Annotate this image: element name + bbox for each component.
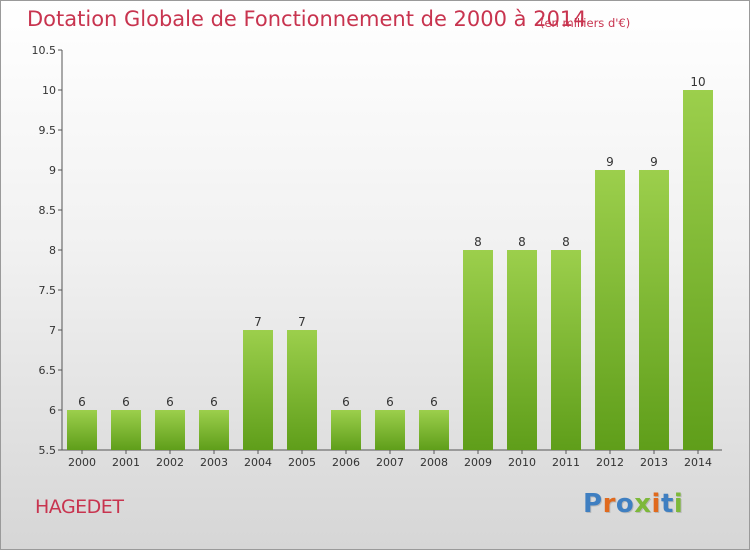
data-label: 9 xyxy=(606,155,614,169)
data-label: 10 xyxy=(690,75,705,89)
data-labels-group: 6 6 6 6 7 7 6 6 6 8 8 8 9 9 10 xyxy=(78,75,705,409)
data-label: 6 xyxy=(210,395,218,409)
commune-name: HAGEDET xyxy=(35,496,124,518)
data-label: 6 xyxy=(122,395,130,409)
y-tick-label: 8.5 xyxy=(39,204,57,217)
y-tick-label: 10.5 xyxy=(32,44,57,57)
bar-2013 xyxy=(639,170,669,450)
x-tick-label: 2014 xyxy=(684,456,712,469)
x-tick-label: 2009 xyxy=(464,456,492,469)
data-label: 7 xyxy=(298,315,306,329)
x-tick-label: 2012 xyxy=(596,456,624,469)
y-tick-label: 9.5 xyxy=(39,124,57,137)
y-tick-label: 8 xyxy=(49,244,56,257)
chart-title: Dotation Globale de Fonctionnement de 20… xyxy=(27,7,587,31)
data-label: 8 xyxy=(562,235,570,249)
data-label: 6 xyxy=(78,395,86,409)
bar-2007 xyxy=(375,410,405,450)
x-tick-label: 2001 xyxy=(112,456,140,469)
x-tick-label: 2004 xyxy=(244,456,272,469)
y-axis: 5.5 6 6.5 7 7.5 8 8.5 9 9.5 10 10.5 xyxy=(32,44,63,457)
y-tick-label: 9 xyxy=(49,164,56,177)
logo-letter: i xyxy=(673,489,684,519)
logo-letter: t xyxy=(660,489,674,519)
logo-letter: x xyxy=(634,489,652,519)
x-tick-label: 2003 xyxy=(200,456,228,469)
x-tick-label: 2013 xyxy=(640,456,668,469)
y-tick-label: 7.5 xyxy=(39,284,57,297)
bar-2006 xyxy=(331,410,361,450)
bar-2004 xyxy=(243,330,273,450)
data-label: 6 xyxy=(342,395,350,409)
bar-2003 xyxy=(199,410,229,450)
bar-2008 xyxy=(419,410,449,450)
bar-2005 xyxy=(287,330,317,450)
proxiti-logo[interactable]: Proxiti xyxy=(583,489,683,519)
data-label: 6 xyxy=(430,395,438,409)
bar-2011 xyxy=(551,250,581,450)
y-tick-label: 6 xyxy=(49,404,56,417)
data-label: 6 xyxy=(166,395,174,409)
bar-2012 xyxy=(595,170,625,450)
bar-2014 xyxy=(683,90,713,450)
x-tick-label: 2011 xyxy=(552,456,580,469)
data-label: 8 xyxy=(518,235,526,249)
data-label: 6 xyxy=(386,395,394,409)
logo-letter: r xyxy=(602,489,616,519)
x-tick-label: 2010 xyxy=(508,456,536,469)
y-tick-label: 7 xyxy=(49,324,56,337)
bar-2000 xyxy=(67,410,97,450)
bar-2002 xyxy=(155,410,185,450)
bars-group xyxy=(67,90,713,450)
data-label: 7 xyxy=(254,315,262,329)
y-tick-label: 6.5 xyxy=(39,364,57,377)
logo-letter: o xyxy=(615,489,635,519)
data-label: 8 xyxy=(474,235,482,249)
x-tick-label: 2000 xyxy=(68,456,96,469)
x-tick-label: 2005 xyxy=(288,456,316,469)
bar-2009 xyxy=(463,250,493,450)
logo-letter: P xyxy=(583,489,603,519)
x-tick-label: 2002 xyxy=(156,456,184,469)
y-tick-label: 10 xyxy=(42,84,56,97)
chart-subtitle: (en milliers d'€) xyxy=(540,16,631,30)
y-tick-label: 5.5 xyxy=(39,444,57,457)
bar-2010 xyxy=(507,250,537,450)
x-tick-label: 2006 xyxy=(332,456,360,469)
x-tick-label: 2008 xyxy=(420,456,448,469)
data-label: 9 xyxy=(650,155,658,169)
bar-2001 xyxy=(111,410,141,450)
x-axis: 2000 2001 2002 2003 2004 2005 2006 2007 2008 2009… xyxy=(62,449,722,469)
logo-letter: i xyxy=(651,489,661,519)
x-tick-label: 2007 xyxy=(376,456,404,469)
